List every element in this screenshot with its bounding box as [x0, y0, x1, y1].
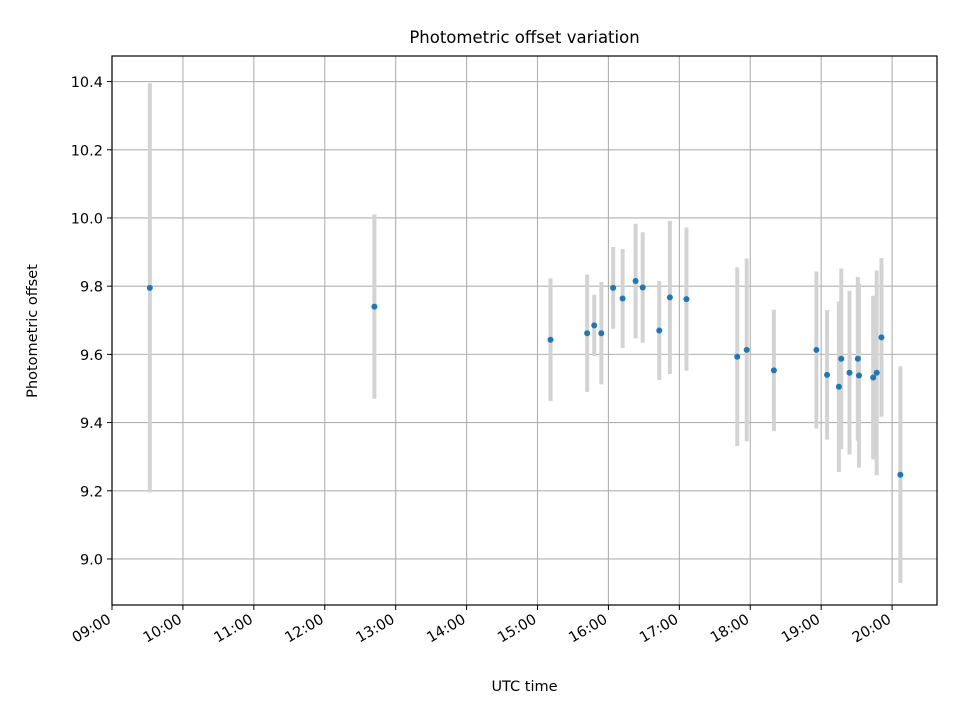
- plot-frame: [111, 55, 938, 606]
- point-layer: [146, 278, 904, 478]
- y-axis-label: Photometric offset: [25, 264, 41, 398]
- grid-layer: [111, 56, 937, 605]
- data-point: [835, 383, 842, 390]
- data-point: [619, 295, 626, 302]
- data-point: [146, 284, 153, 291]
- data-point: [854, 355, 861, 362]
- data-point: [371, 303, 378, 310]
- data-point: [743, 346, 750, 353]
- y-tick-label: 9.4: [80, 416, 103, 432]
- y-tick-label: 10.0: [71, 211, 103, 227]
- y-tick-label: 9.6: [80, 348, 103, 364]
- chart-title: Photometric offset variation: [409, 28, 639, 47]
- data-point: [770, 367, 777, 374]
- data-point: [870, 374, 877, 381]
- y-tick-label: 9.2: [80, 484, 103, 500]
- data-point: [610, 284, 617, 291]
- data-point: [824, 371, 831, 378]
- data-point: [734, 353, 741, 360]
- data-point: [846, 369, 853, 376]
- y-tick-label: 10.4: [71, 75, 103, 91]
- data-point: [878, 334, 885, 341]
- data-point: [666, 294, 673, 301]
- data-point: [873, 369, 880, 376]
- y-tick-label: 10.2: [71, 143, 103, 159]
- data-point: [598, 330, 605, 337]
- data-point: [897, 471, 904, 478]
- data-point: [656, 327, 663, 334]
- y-tick-label: 9.0: [80, 552, 103, 568]
- data-point: [591, 322, 598, 329]
- x-axis-label: UTC time: [491, 679, 557, 695]
- y-tick-label: 9.8: [80, 280, 103, 296]
- data-point: [547, 336, 554, 343]
- data-point: [584, 330, 591, 337]
- data-point: [813, 346, 820, 353]
- data-point: [639, 284, 646, 291]
- data-point: [632, 278, 639, 285]
- data-point: [683, 296, 690, 303]
- data-point: [838, 355, 845, 362]
- data-point: [855, 372, 862, 379]
